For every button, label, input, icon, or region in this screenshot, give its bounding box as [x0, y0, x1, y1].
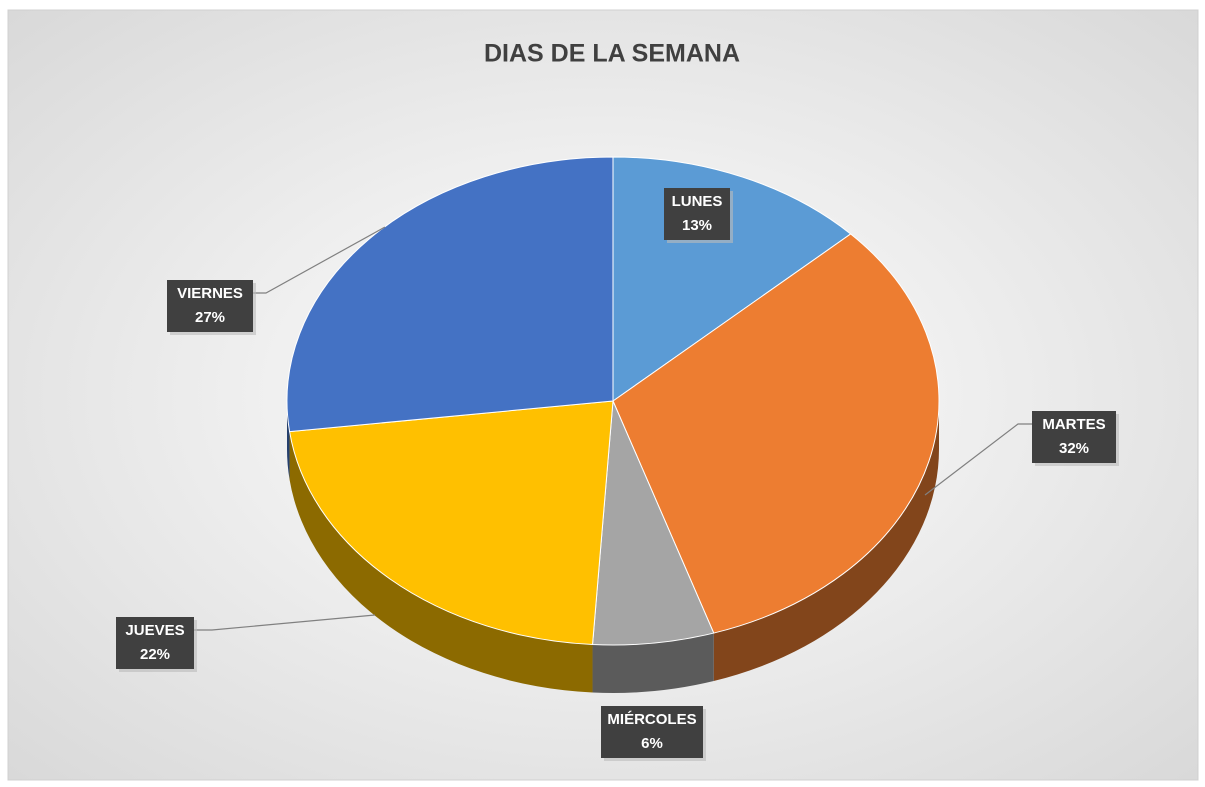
label-value: 22% — [140, 646, 170, 663]
chart-title: DIAS DE LA SEMANA — [484, 40, 740, 68]
slice-side — [592, 633, 714, 693]
slice — [288, 400, 614, 646]
label-value: 32% — [1059, 440, 1089, 457]
leader-line — [194, 614, 376, 631]
label-value: 13% — [682, 217, 712, 234]
label-category: MARTES — [1042, 416, 1105, 433]
slice — [591, 400, 715, 646]
label-box — [1032, 411, 1116, 463]
label-category: LUNES — [672, 193, 723, 210]
label-box — [601, 706, 703, 758]
label-category: VIERNES — [177, 285, 243, 302]
label-box — [116, 617, 194, 669]
leader-line — [253, 226, 386, 294]
slice — [286, 156, 614, 433]
label-box — [664, 188, 730, 240]
slice — [612, 233, 940, 634]
leader-line — [924, 423, 1032, 496]
label-category: MIÉRCOLES — [607, 711, 696, 728]
slice-side — [713, 401, 939, 682]
label-box — [167, 280, 253, 332]
slice-side — [289, 431, 593, 693]
label-value: 6% — [641, 735, 663, 752]
label-value: 27% — [195, 309, 225, 326]
label-category: JUEVES — [125, 622, 184, 639]
